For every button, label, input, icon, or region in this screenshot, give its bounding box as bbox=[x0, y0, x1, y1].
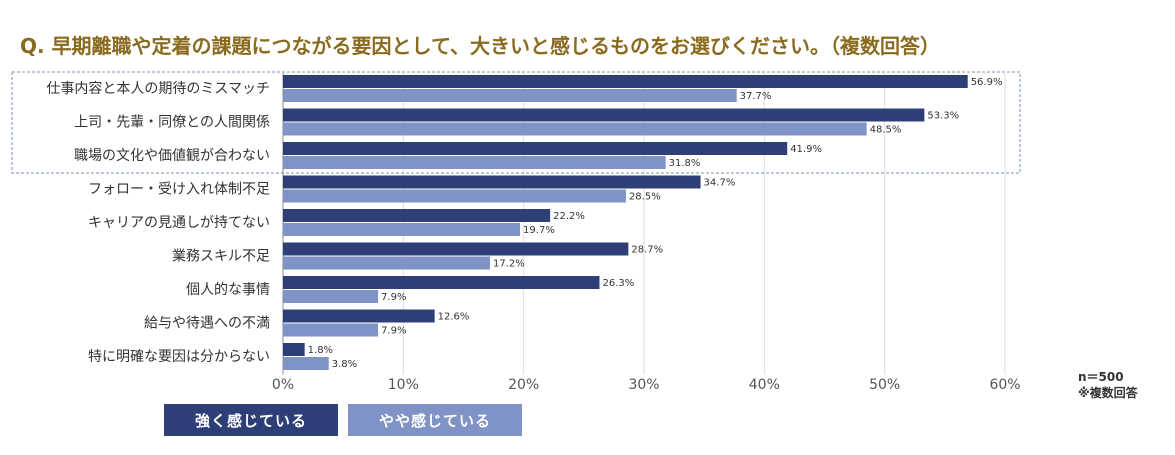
bar bbox=[283, 156, 666, 169]
category-label: フォロー・受け入れ体制不足 bbox=[88, 182, 270, 198]
legend-somewhat-label: やや感じている bbox=[378, 411, 491, 430]
value-label: 1.8% bbox=[308, 345, 333, 356]
value-label: 34.7% bbox=[704, 178, 736, 189]
bar bbox=[283, 290, 379, 303]
ticks-layer: 0% 10% 20% 30% 40% 50% 60% bbox=[272, 377, 1021, 393]
category-label: 業務スキル不足 bbox=[172, 249, 270, 265]
x-tick-label: 20% bbox=[508, 377, 539, 393]
value-label: 3.8% bbox=[332, 359, 357, 370]
bar bbox=[283, 223, 521, 236]
value-label: 41.9% bbox=[790, 144, 822, 155]
multi-answer-note: ※複数回答 bbox=[1078, 386, 1138, 400]
category-label: 仕事内容と本人の期待のミスマッチ bbox=[46, 80, 270, 97]
value-label: 31.8% bbox=[669, 158, 701, 169]
bar bbox=[283, 175, 701, 189]
legend-somewhat: やや感じている bbox=[348, 404, 522, 436]
bar bbox=[283, 142, 788, 155]
labels-layer: 仕事内容と本人の期待のミスマッチ 56.9% 37.7% 上司・先輩・同僚との人間関係… bbox=[46, 77, 1002, 370]
value-label: 28.7% bbox=[631, 245, 663, 256]
value-label: 28.5% bbox=[629, 192, 661, 203]
value-label: 22.2% bbox=[553, 211, 585, 222]
legend-strong-label: 強く感じている bbox=[194, 411, 307, 430]
x-tick-label: 30% bbox=[628, 377, 659, 393]
bar bbox=[283, 122, 867, 136]
value-label: 7.9% bbox=[381, 292, 406, 303]
bar bbox=[283, 343, 305, 356]
value-label: 48.5% bbox=[870, 125, 902, 136]
highlight-box bbox=[11, 71, 1021, 174]
value-label: 26.3% bbox=[602, 278, 634, 289]
value-label: 56.9% bbox=[971, 77, 1003, 88]
category-label: 職場の文化や価値観が合わない bbox=[74, 147, 270, 164]
legend-strong: 強く感じている bbox=[164, 404, 338, 436]
bar bbox=[283, 242, 629, 256]
chart-title: Q. 早期離職や定着の課題につながる要因として、大きいと感じるものをお選びくださ… bbox=[20, 34, 940, 58]
x-tick-label: 0% bbox=[272, 377, 294, 393]
x-tick-label: 60% bbox=[989, 377, 1020, 393]
sample-size-note: n＝500 bbox=[1078, 370, 1124, 384]
x-tick-label: 50% bbox=[869, 377, 900, 393]
value-label: 7.9% bbox=[381, 326, 406, 337]
bar bbox=[283, 108, 925, 122]
bar bbox=[283, 89, 737, 102]
value-label: 53.3% bbox=[927, 111, 959, 122]
category-label: 特に明確な要因は分からない bbox=[88, 349, 270, 365]
x-tick-label: 40% bbox=[749, 377, 780, 393]
x-tick-label: 10% bbox=[388, 377, 419, 393]
category-label: 上司・先輩・同僚との人間関係 bbox=[74, 115, 270, 131]
bars-layer bbox=[283, 75, 968, 370]
bar bbox=[283, 75, 968, 88]
bar bbox=[283, 323, 379, 337]
value-label: 19.7% bbox=[523, 225, 555, 236]
value-label: 17.2% bbox=[493, 259, 525, 270]
value-label: 37.7% bbox=[740, 91, 772, 102]
value-label: 12.6% bbox=[438, 312, 470, 323]
category-label: 給与や待遇への不満 bbox=[144, 316, 270, 332]
bar bbox=[283, 209, 551, 222]
bar bbox=[283, 309, 435, 323]
bar bbox=[283, 189, 626, 203]
bar bbox=[283, 276, 600, 289]
bar bbox=[283, 256, 490, 270]
bar bbox=[283, 357, 329, 370]
category-label: キャリアの見通しが持てない bbox=[88, 215, 270, 231]
category-label: 個人的な事情 bbox=[186, 282, 270, 298]
